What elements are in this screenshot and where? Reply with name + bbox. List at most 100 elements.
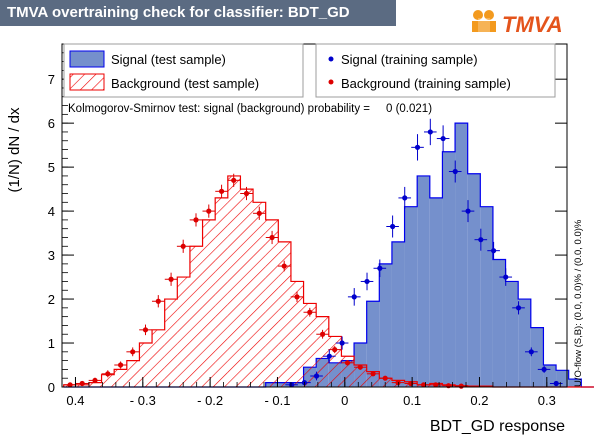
background-test-bar [278,241,291,387]
signal-train-point [436,125,450,152]
background-train-point [151,295,165,308]
signal-test-bar [518,299,531,387]
x-tick-label: 0.1 [403,393,421,408]
background-test-bar [152,329,165,387]
signal-train-point-marker [440,135,446,142]
signal-train-point-marker [478,237,484,243]
background-train-point [88,377,102,384]
y-tick-label: 5 [48,160,55,175]
y-tick-label: 3 [48,248,55,263]
background-train-point-marker [294,294,300,300]
signal-train-point-marker [364,278,370,285]
background-train-point-marker [67,382,73,388]
legend-marker-signal-train [328,56,334,62]
background-train-point-marker [155,298,161,304]
background-train-point-marker [319,331,326,337]
signal-train-point [537,365,551,373]
y-tick-label: 2 [48,292,55,307]
x-tick-label: 0.4 [66,393,84,408]
signal-train-point [386,215,399,238]
legend-swatch-background-test [69,73,105,91]
background-train-point [114,361,127,369]
signal-train-point-marker [452,168,458,175]
y-axis-label: (1/N) dN / dx [6,107,23,193]
window-title: TMVA overtraining check for classifier: … [7,4,350,21]
signal-test-bar [455,123,468,388]
signal-train-point-marker [491,248,497,254]
legend: Signal (test sample) Signal (training sa… [63,43,556,98]
y-tick-label: 6 [48,116,55,131]
background-train-point-marker [382,375,388,381]
background-train-point [417,382,430,388]
background-train-point-marker [231,177,237,183]
legend-label-signal-test: Signal (test sample) [111,52,226,67]
background-test-bar [354,365,367,387]
background-test-bar [265,219,279,387]
background-train-point [366,371,380,377]
x-tick-label: - 0.3 [130,393,156,408]
signal-train-point [487,241,500,260]
background-train-point-marker [256,210,262,216]
signal-train-point [398,186,412,209]
signal-train-point [448,160,462,183]
signal-test-bar [568,379,582,387]
signal-test-bar [366,301,380,387]
x-tick-label: - 0.2 [197,393,223,408]
background-train-point-marker [370,371,376,377]
background-train-point-marker [243,190,250,197]
ks-annotation: Kolmogorov-Smirnov test: signal (backgro… [68,103,432,115]
background-test-bar [177,277,190,387]
background-train-point-marker [357,364,363,370]
signal-train-point-marker [339,340,345,346]
background-test-bar [202,219,216,387]
legend-marker-background-train [328,79,334,85]
background-train-point [290,291,304,303]
y-tick-label: 4 [48,204,55,219]
background-train-point [391,380,405,386]
background-train-point [316,329,329,339]
signal-train-point-marker [377,265,383,271]
background-train-point-marker [79,380,85,387]
signal-test-bar [556,370,569,387]
background-train-point [277,260,291,272]
background-train-point [75,380,89,387]
signal-train-point [285,382,298,388]
background-train-point-marker [92,377,98,384]
signal-train-point [424,118,437,146]
background-train-point [252,206,266,220]
background-train-point [215,184,228,198]
background-train-point [341,360,354,366]
background-train-point-marker [344,360,351,366]
signal-test-bar [429,197,443,387]
background-test-bar [379,378,392,387]
signal-train-point-marker [351,294,357,300]
legend-label-background-train: Background (training sample) [341,76,511,91]
background-train-point [101,370,115,378]
legend-label-signal-train: Signal (training sample) [341,52,478,67]
legend-label-background-test: Background (test sample) [111,76,259,91]
background-train-point-marker [142,327,149,333]
signal-test-bar [391,241,405,387]
background-train-point [126,347,140,357]
background-train-point [139,324,152,336]
background-train-point-marker [218,188,225,194]
background-train-point [164,272,178,286]
background-train-point [303,307,317,317]
y-tick-label: 1 [48,336,55,351]
signal-test-bar [417,175,430,387]
x-tick-label: - 0.1 [264,393,290,408]
background-train-point-marker [281,263,287,269]
legend-swatch-signal-test [69,50,105,68]
signal-train-point-marker [313,373,320,379]
x-tick-label: 0.2 [470,393,488,408]
x-tick-label: 0 [341,393,348,408]
tmva-logo: TMVA [472,10,563,37]
background-train-point [176,239,190,253]
x-axis-label: BDT_GD response [430,418,565,435]
signal-test-bar [530,327,544,387]
background-train-point [265,230,279,245]
signal-train-point-marker [528,349,534,355]
signal-test-bar [505,281,519,387]
background-test-bar [164,299,178,387]
